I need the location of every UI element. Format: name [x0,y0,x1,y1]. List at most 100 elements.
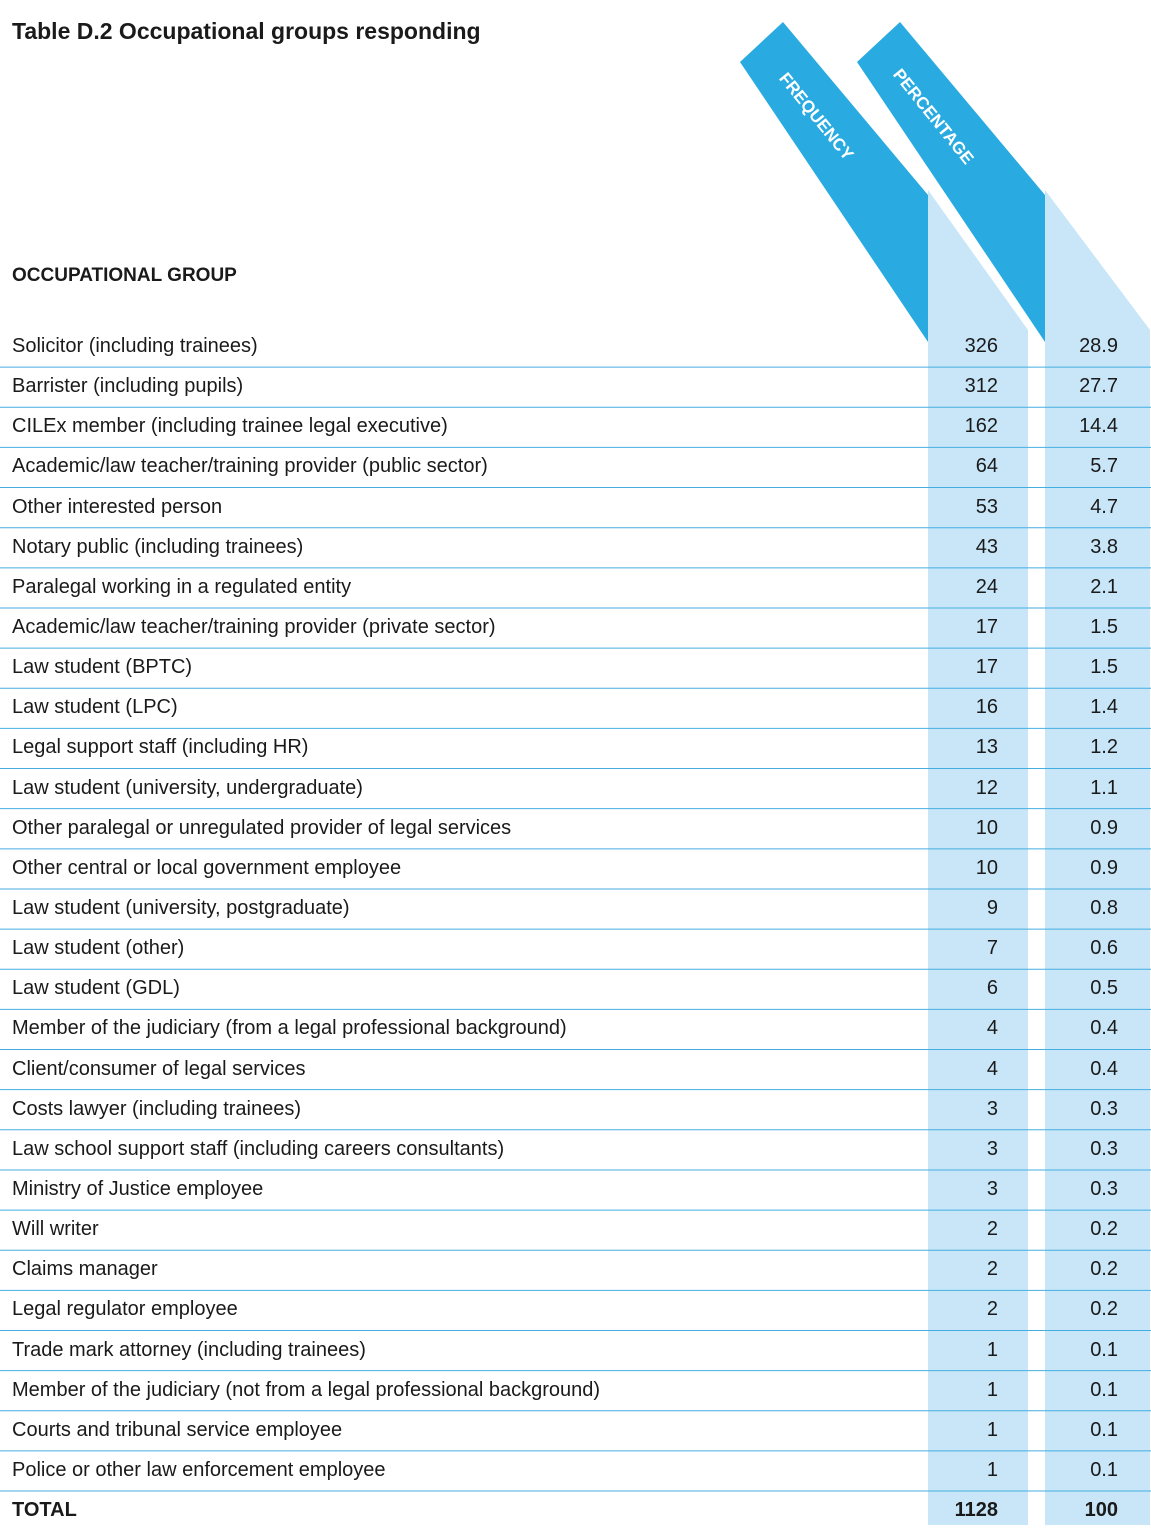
row-label: Law student (other) [12,937,185,960]
percentage-cell: 0.4 [1090,1057,1118,1080]
percentage-cell: 2.1 [1090,575,1118,598]
row-label: Legal regulator employee [12,1298,238,1321]
row-label: Legal support staff (including HR) [12,736,309,759]
frequency-cell: 3 [986,1177,998,1200]
percentage-cell: 0.6 [1090,937,1118,960]
percentage-cell: 5.7 [1090,455,1118,478]
table-row: Law student (university, postgraduate) 9 0… [0,889,1151,929]
table-title: Table D.2 Occupational groups responding [12,18,481,44]
table-row: Law student (university, undergraduate) 1… [0,769,1151,809]
row-label: Law student (BPTC) [12,656,193,679]
row-label: Ministry of Justice employee [12,1177,264,1200]
frequency-cell: 2 [986,1258,998,1281]
percentage-cell: 14.4 [1079,415,1118,438]
row-label: TOTAL [12,1499,77,1522]
row-label: Courts and tribunal service employee [12,1418,343,1441]
frequency-cell: 10 [975,816,998,839]
percentage-cell: 0.9 [1090,856,1118,879]
row-label: Will writer [12,1218,99,1241]
frequency-cell: 24 [975,575,998,598]
table-row: Paralegal working in a regulated entity 2… [0,568,1151,608]
table-row: Law student (GDL) 6 0.5 [0,969,1151,1009]
percentage-cell: 0.1 [1090,1458,1118,1481]
table-row: Will writer 2 0.2 [0,1210,1151,1250]
total-row: TOTAL 1128 100 [0,1491,1151,1531]
frequency-cell: 6 [986,977,998,1000]
percentage-cell: 0.1 [1090,1418,1118,1441]
table-row: Academic/law teacher/training provider (… [0,447,1151,487]
row-label: Law student (LPC) [12,696,178,719]
group-label: OCCUPATIONAL GROUP [12,265,237,286]
row-label: Law student (university, postgraduate) [12,896,350,919]
frequency-cell: 17 [975,656,998,679]
frequency-cell: 53 [975,495,998,518]
table-row: Legal support staff (including HR) 13 1.2 [0,728,1151,768]
frequency-cell: 12 [975,776,998,799]
frequency-cell: 3 [986,1137,998,1160]
frequency-cell: 16 [975,696,998,719]
row-label: Other paralegal or unregulated provider … [12,816,512,839]
percentage-cell: 1.2 [1090,736,1118,759]
row-label: Other central or local government employ… [12,856,402,879]
percentage-cell: 0.2 [1090,1218,1118,1241]
percentage-cell: 0.9 [1090,816,1118,839]
row-label: Paralegal working in a regulated entity [12,575,352,598]
row-label: Law school support staff (including care… [12,1137,505,1160]
table-row: Legal regulator employee 2 0.2 [0,1290,1151,1330]
table-row: Law school support staff (including care… [0,1130,1151,1170]
table-row: Other paralegal or unregulated provider … [0,809,1151,849]
percentage-cell: 100 [1084,1499,1118,1522]
row-label: Law student (university, undergraduate) [12,776,363,799]
row-label: Police or other law enforcement employee [12,1458,386,1481]
percentage-cell: 28.9 [1079,335,1118,357]
percentage-cell: 3.8 [1090,535,1118,558]
percentage-cell: 1.5 [1090,615,1118,638]
table-row: Trade mark attorney (including trainees)… [0,1331,1151,1371]
percentage-cell: 0.2 [1090,1258,1118,1281]
percentage-cell: 0.1 [1090,1338,1118,1361]
frequency-cell: 162 [964,415,998,438]
row-label: Member of the judiciary (from a legal pr… [12,1017,567,1040]
percentage-cell: 1.1 [1090,776,1118,799]
table-row: Law student (other) 7 0.6 [0,929,1151,969]
frequency-cell: 2 [986,1298,998,1321]
table-row: Member of the judiciary (not from a lega… [0,1371,1151,1411]
row-label: Member of the judiciary (not from a lega… [12,1378,601,1401]
frequency-cell: 1 [986,1458,998,1481]
row-label: Academic/law teacher/training provider (… [12,455,488,478]
percentage-cell: 0.3 [1090,1137,1118,1160]
percentage-cell: 0.8 [1090,896,1118,919]
table-row: Police or other law enforcement employee… [0,1451,1151,1491]
frequency-cell: 326 [964,335,998,357]
frequency-cell: 3 [986,1097,998,1120]
frequency-cell: 2 [986,1218,998,1241]
row-label: Trade mark attorney (including trainees) [12,1338,366,1361]
table-row: Notary public (including trainees) 43 3.8 [0,528,1151,568]
table-row: Barrister (including pupils) 312 27.7 [0,367,1151,407]
table-row: Solicitor (including trainees) 326 28.9 [0,327,1151,367]
frequency-cell: 1 [986,1418,998,1441]
column-band [1045,190,1150,1525]
frequency-cell: 43 [975,535,998,558]
row-label: CILEx member (including trainee legal ex… [12,415,448,438]
table-row: CILEx member (including trainee legal ex… [0,407,1151,447]
percentage-cell: 27.7 [1079,375,1118,398]
row-label: Barrister (including pupils) [12,375,244,398]
frequency-cell: 13 [975,736,998,759]
percentage-cell: 1.5 [1090,656,1118,679]
frequency-cell: 9 [986,896,998,919]
table-row: Costs lawyer (including trainees) 3 0.3 [0,1090,1151,1130]
table-row: Academic/law teacher/training provider (… [0,608,1151,648]
percentage-cell: 0.1 [1090,1378,1118,1401]
frequency-cell: 10 [975,856,998,879]
frequency-cell: 7 [986,937,998,960]
row-label: Costs lawyer (including trainees) [12,1097,302,1120]
frequency-cell: 1 [986,1338,998,1361]
table-row: Member of the judiciary (from a legal pr… [0,1009,1151,1049]
table-row: Law student (BPTC) 17 1.5 [0,648,1151,688]
table-row: Ministry of Justice employee 3 0.3 [0,1170,1151,1210]
row-label: Solicitor (including trainees) [12,335,258,357]
frequency-cell: 1 [986,1378,998,1401]
